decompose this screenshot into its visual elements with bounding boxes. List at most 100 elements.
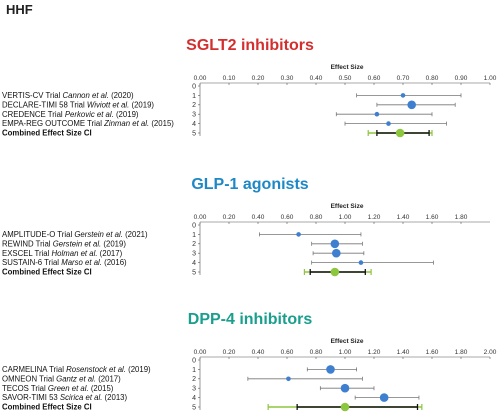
x-tick-label: 0.80 bbox=[426, 75, 439, 82]
study-label: OMNEON Trial Gantz et al. (2017) bbox=[2, 374, 121, 383]
combined-effect-point bbox=[330, 267, 340, 277]
x-tick-label: 0.40 bbox=[310, 75, 323, 82]
combined-label: Combined Effect Size CI bbox=[2, 129, 92, 138]
trial-author: Gantz et al. bbox=[56, 374, 96, 383]
x-tick-label: 1.60 bbox=[426, 214, 439, 221]
x-tick-label: 0.00 bbox=[194, 349, 207, 356]
axis-label: Effect Size bbox=[331, 338, 364, 345]
row-number: 2 bbox=[192, 102, 196, 109]
trial-author: Gerstein et al. bbox=[74, 230, 123, 239]
row-number: 1 bbox=[192, 367, 196, 374]
panel-title: DPP-4 inhibitors bbox=[188, 311, 313, 328]
axis-label: Effect Size bbox=[331, 64, 364, 71]
row-number: 3 bbox=[192, 386, 196, 393]
x-tick-label: 1.00 bbox=[484, 75, 497, 82]
combined-effect-point bbox=[340, 402, 350, 412]
study-label: VERTIS-CV Trial Cannon et al. (2020) bbox=[2, 91, 134, 100]
row-number: 0 bbox=[192, 83, 196, 90]
x-tick-label: 0.10 bbox=[223, 75, 236, 82]
trial-author: Scirica et al. bbox=[60, 393, 102, 402]
x-tick-label: 0.60 bbox=[368, 75, 381, 82]
trial-year: (2015) bbox=[149, 119, 174, 128]
x-tick-label: 2.00 bbox=[484, 349, 497, 356]
trial-year: (2020) bbox=[109, 91, 134, 100]
combined-label: Combined Effect Size CI bbox=[2, 268, 92, 277]
x-tick-label: 0.60 bbox=[281, 214, 294, 221]
trial-author: Cannon et al. bbox=[63, 91, 109, 100]
trial-year: (2017) bbox=[97, 249, 122, 258]
effect-point bbox=[340, 383, 350, 393]
effect-point bbox=[407, 100, 417, 110]
row-number: 0 bbox=[192, 357, 196, 364]
trial-name: SUSTAIN-6 Trial bbox=[2, 258, 61, 267]
x-tick-label: 0.20 bbox=[252, 75, 265, 82]
trial-year: (2017) bbox=[96, 374, 121, 383]
x-tick-label: 0.70 bbox=[397, 75, 410, 82]
x-tick-label: 1.80 bbox=[455, 214, 468, 221]
row-number: 3 bbox=[192, 112, 196, 119]
row-number: 4 bbox=[192, 395, 196, 402]
x-tick-label: 0.50 bbox=[339, 75, 352, 82]
trial-year: (2013) bbox=[102, 393, 127, 402]
trial-author: Green et al. bbox=[48, 384, 89, 393]
trial-name: DECLARE-TIMI 58 Trial bbox=[2, 100, 87, 109]
page-title: HHF bbox=[6, 2, 33, 17]
trial-year: (2021) bbox=[123, 230, 148, 239]
trial-name: EXSCEL Trial bbox=[2, 249, 52, 258]
row-number: 1 bbox=[192, 232, 196, 239]
study-label: DECLARE-TIMI 58 Trial Wiviott et al. (20… bbox=[2, 100, 154, 109]
study-label: REWIND Trial Gerstein et al. (2019) bbox=[2, 239, 126, 248]
study-label: EXSCEL Trial Holman et al. (2017) bbox=[2, 249, 123, 258]
effect-point bbox=[330, 239, 340, 249]
row-number: 4 bbox=[192, 260, 196, 267]
x-tick-label: 0.80 bbox=[310, 214, 323, 221]
row-number: 5 bbox=[192, 269, 196, 276]
trial-year: (2019) bbox=[129, 100, 154, 109]
trial-name: CARMELINA Trial bbox=[2, 365, 66, 374]
trial-author: Zinman et al. bbox=[103, 119, 149, 128]
row-number: 1 bbox=[192, 93, 196, 100]
row-number: 2 bbox=[192, 376, 196, 383]
x-tick-label: 1.60 bbox=[426, 349, 439, 356]
effect-point bbox=[358, 260, 364, 265]
row-number: 4 bbox=[192, 121, 196, 128]
trial-author: Rosenstock et al. bbox=[66, 365, 126, 374]
combined-label: Combined Effect Size CI bbox=[2, 403, 92, 412]
trial-name: TECOS Trial bbox=[2, 384, 48, 393]
x-tick-label: 0.00 bbox=[194, 214, 207, 221]
trial-name: VERTIS-CV Trial bbox=[2, 91, 63, 100]
x-tick-label: 0.80 bbox=[310, 349, 323, 356]
panel-title: SGLT2 inhibitors bbox=[186, 37, 314, 54]
effect-point bbox=[374, 111, 380, 117]
x-tick-label: 1.00 bbox=[339, 214, 352, 221]
x-tick-label: 0.60 bbox=[281, 349, 294, 356]
x-tick-label: 0.20 bbox=[223, 214, 236, 221]
effect-point bbox=[296, 232, 301, 237]
trial-author: Gerstein et al. bbox=[53, 239, 102, 248]
study-label: AMPLITUDE-O Trial Gerstein et al. (2021) bbox=[2, 230, 148, 239]
row-number: 5 bbox=[192, 130, 196, 137]
x-tick-label: 1.80 bbox=[455, 349, 468, 356]
x-tick-label: 1.20 bbox=[368, 349, 381, 356]
panel-title: GLP-1 agonists bbox=[191, 176, 308, 193]
trial-name: REWIND Trial bbox=[2, 239, 53, 248]
x-tick-label: 1.20 bbox=[368, 214, 381, 221]
forest-panel-2: GLP-1 agonists Effect Size 0.00 0.20 0.40 0.6… bbox=[2, 176, 490, 277]
trial-author: Marso et al. bbox=[61, 258, 102, 267]
trial-name: AMPLITUDE-O Trial bbox=[2, 230, 74, 239]
trial-year: (2016) bbox=[102, 258, 127, 267]
x-tick-label: 1.40 bbox=[397, 214, 410, 221]
x-tick-label: 0.90 bbox=[455, 75, 468, 82]
study-label: EMPA-REG OUTCOME Trial Zinman et al. (20… bbox=[2, 119, 174, 128]
trial-name: SAVOR-TIMI 53 bbox=[2, 393, 60, 402]
axis-label: Effect Size bbox=[331, 203, 364, 210]
x-tick-label: 0.20 bbox=[223, 349, 236, 356]
x-tick-label: 0.40 bbox=[252, 214, 265, 221]
trial-name: OMNEON Trial bbox=[2, 374, 56, 383]
x-tick-label: 1.00 bbox=[339, 349, 352, 356]
effect-point bbox=[286, 376, 291, 382]
row-number: 3 bbox=[192, 251, 196, 258]
effect-point bbox=[400, 93, 406, 98]
study-label: SUSTAIN-6 Trial Marso et al. (2016) bbox=[2, 258, 127, 267]
